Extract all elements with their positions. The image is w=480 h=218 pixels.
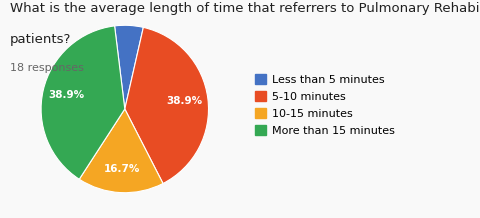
Text: patients?: patients? (10, 33, 71, 46)
Wedge shape (125, 27, 208, 184)
Wedge shape (79, 109, 163, 193)
Text: 18 responses: 18 responses (10, 63, 84, 73)
Text: 16.7%: 16.7% (104, 164, 140, 174)
Text: What is the average length of time that referrers to Pulmonary Rehabilitation ha: What is the average length of time that … (10, 2, 480, 15)
Legend: Less than 5 minutes, 5-10 minutes, 10-15 minutes, More than 15 minutes: Less than 5 minutes, 5-10 minutes, 10-15… (252, 71, 398, 139)
Wedge shape (41, 26, 125, 179)
Text: 38.9%: 38.9% (48, 90, 84, 100)
Wedge shape (115, 25, 144, 109)
Text: 38.9%: 38.9% (167, 97, 203, 106)
